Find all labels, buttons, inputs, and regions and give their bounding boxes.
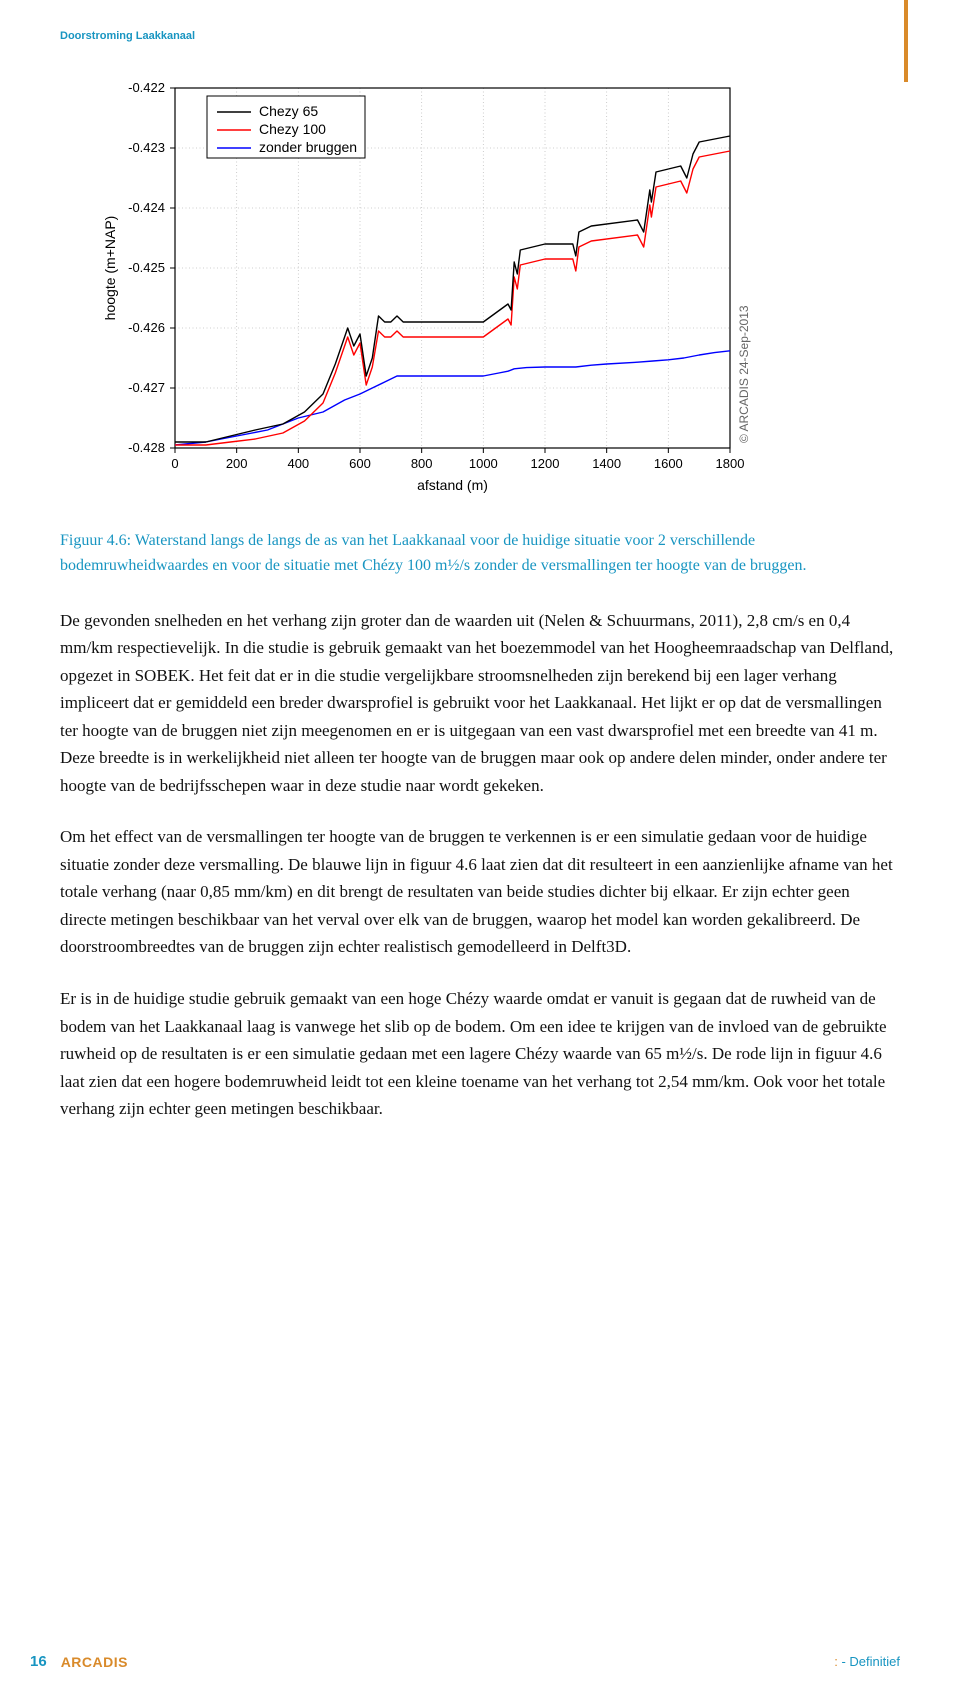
page-number: 16 [30, 1653, 47, 1670]
figure-caption: Figuur 4.6: Waterstand langs de langs de… [60, 529, 900, 579]
body-text: De gevonden snelheden en het verhang zij… [60, 607, 900, 1123]
svg-text:600: 600 [349, 456, 371, 471]
svg-text:400: 400 [287, 456, 309, 471]
svg-text:200: 200 [226, 456, 248, 471]
svg-text:1200: 1200 [531, 456, 560, 471]
svg-text:-0.422: -0.422 [128, 80, 165, 95]
svg-text:-0.424: -0.424 [128, 200, 165, 215]
svg-text:© ARCADIS 24-Sep-2013: © ARCADIS 24-Sep-2013 [737, 305, 751, 443]
paragraph-1: De gevonden snelheden en het verhang zij… [60, 607, 900, 800]
accent-bar [904, 0, 908, 82]
svg-text:1800: 1800 [716, 456, 745, 471]
chart-container: 0 200 400 600 800 1000 1200 1400 1600 1800 -0.428 -… [80, 68, 780, 503]
svg-text:Chezy 100: Chezy 100 [259, 121, 326, 137]
svg-text:zonder bruggen: zonder bruggen [259, 139, 357, 155]
svg-text:0: 0 [171, 456, 178, 471]
footer-brand: ARCADIS [61, 1654, 128, 1670]
svg-text:hoogte (m+NAP): hoogte (m+NAP) [102, 216, 118, 321]
footer-status: : - Definitief [834, 1654, 900, 1669]
svg-text:1400: 1400 [592, 456, 621, 471]
paragraph-2: Om het effect van de versmallingen ter h… [60, 823, 900, 961]
svg-text:1600: 1600 [654, 456, 683, 471]
svg-text:-0.428: -0.428 [128, 440, 165, 455]
svg-text:Chezy 65: Chezy 65 [259, 103, 318, 119]
svg-text:afstand (m): afstand (m) [417, 477, 488, 493]
svg-text:-0.423: -0.423 [128, 140, 165, 155]
svg-text:-0.425: -0.425 [128, 260, 165, 275]
page-footer: 16 ARCADIS : - Definitief [30, 1653, 900, 1670]
svg-text:-0.426: -0.426 [128, 320, 165, 335]
svg-text:800: 800 [411, 456, 433, 471]
paragraph-3: Er is in de huidige studie gebruik gemaa… [60, 985, 900, 1123]
svg-text:-0.427: -0.427 [128, 380, 165, 395]
caption-prefix: Figuur 4.6: [60, 532, 131, 549]
caption-text: Waterstand langs de langs de as van het … [60, 532, 806, 574]
page: Doorstroming Laakkanaal 0 200 400 600 800 100… [0, 0, 960, 1696]
running-header: Doorstroming Laakkanaal [60, 30, 900, 42]
line-chart: 0 200 400 600 800 1000 1200 1400 1600 1800 -0.428 -… [80, 68, 780, 498]
svg-text:1000: 1000 [469, 456, 498, 471]
